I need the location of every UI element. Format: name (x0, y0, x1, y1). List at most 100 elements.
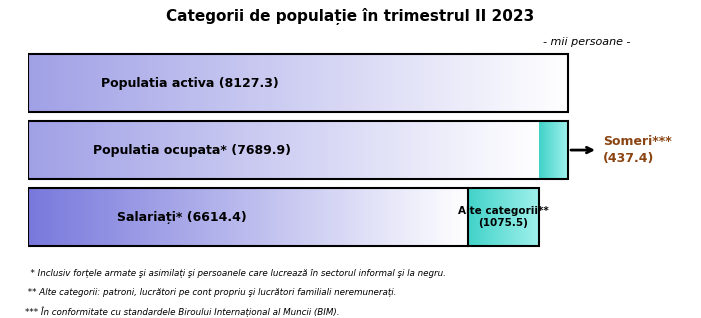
Bar (195, 189, 198, 246)
Bar (137, 189, 139, 246)
Bar (271, 189, 274, 246)
Bar (280, 54, 284, 112)
Text: ** Alte categorii: patroni, lucrători pe cont propriu şi lucrători familiali ner: ** Alte categorii: patroni, lucrători pe… (25, 288, 396, 297)
Bar (63, 189, 66, 246)
Bar (113, 189, 116, 246)
Bar (236, 121, 239, 179)
Bar (393, 121, 396, 179)
Bar (60, 189, 63, 246)
Bar (52, 121, 55, 179)
Bar (485, 54, 489, 112)
Bar (395, 189, 397, 246)
Bar (147, 121, 151, 179)
Bar (257, 189, 259, 246)
Bar (193, 54, 197, 112)
Bar (32, 54, 35, 112)
Bar (287, 121, 290, 179)
Bar (168, 54, 172, 112)
Bar (341, 189, 344, 246)
Bar (327, 54, 330, 112)
Bar (481, 121, 484, 179)
Bar (219, 189, 222, 246)
Bar (118, 54, 122, 112)
Bar (382, 121, 386, 179)
Bar (100, 54, 104, 112)
Bar (57, 54, 60, 112)
Bar (107, 189, 110, 246)
Bar (392, 54, 395, 112)
Bar (151, 54, 154, 112)
Bar (191, 121, 195, 179)
Bar (175, 189, 177, 246)
Bar (120, 121, 123, 179)
Bar (82, 54, 86, 112)
Bar (145, 189, 148, 246)
Bar (415, 189, 418, 246)
Bar (348, 54, 352, 112)
Bar (79, 121, 83, 179)
Bar (96, 121, 100, 179)
Bar (69, 121, 72, 179)
Bar (76, 121, 79, 179)
Bar (444, 121, 447, 179)
Bar (59, 121, 62, 179)
Bar (130, 189, 133, 246)
Bar (416, 121, 420, 179)
Bar (554, 54, 557, 112)
Bar (262, 189, 266, 246)
Text: Alte categorii**
(1075.5): Alte categorii** (1075.5) (458, 206, 549, 228)
Bar (283, 189, 286, 246)
Bar (465, 189, 468, 246)
Bar (269, 54, 273, 112)
Bar (543, 54, 547, 112)
Bar (489, 54, 493, 112)
Bar (468, 121, 471, 179)
Bar (277, 121, 280, 179)
Bar (367, 54, 370, 112)
Bar (253, 121, 257, 179)
Bar (268, 189, 271, 246)
Bar (158, 54, 161, 112)
Bar (87, 189, 90, 246)
Bar (164, 121, 168, 179)
Bar (227, 189, 230, 246)
Bar (222, 54, 226, 112)
Bar (368, 189, 371, 246)
Bar (43, 54, 46, 112)
Bar (430, 121, 433, 179)
Bar (308, 121, 311, 179)
Bar (369, 121, 372, 179)
Text: Salariați* (6614.4): Salariați* (6614.4) (117, 211, 247, 224)
Bar (216, 189, 219, 246)
Bar (290, 121, 294, 179)
Bar (107, 121, 110, 179)
Bar (110, 189, 113, 246)
Bar (352, 54, 355, 112)
Bar (301, 121, 304, 179)
Bar (230, 54, 233, 112)
Bar (462, 189, 465, 246)
Bar (313, 54, 316, 112)
Bar (215, 121, 219, 179)
Bar (341, 54, 345, 112)
Bar (102, 189, 104, 246)
Bar (104, 54, 107, 112)
Bar (100, 121, 103, 179)
Bar (204, 189, 207, 246)
Bar (456, 54, 460, 112)
Bar (314, 121, 318, 179)
Bar (110, 121, 114, 179)
Bar (158, 121, 161, 179)
Bar (496, 54, 500, 112)
Bar (360, 54, 363, 112)
Bar (154, 189, 157, 246)
Bar (184, 189, 186, 246)
Bar (363, 54, 367, 112)
Bar (86, 54, 89, 112)
Bar (484, 121, 488, 179)
Bar (493, 54, 496, 112)
Bar (338, 121, 341, 179)
Bar (355, 54, 360, 112)
Bar (471, 121, 475, 179)
Bar (292, 189, 294, 246)
